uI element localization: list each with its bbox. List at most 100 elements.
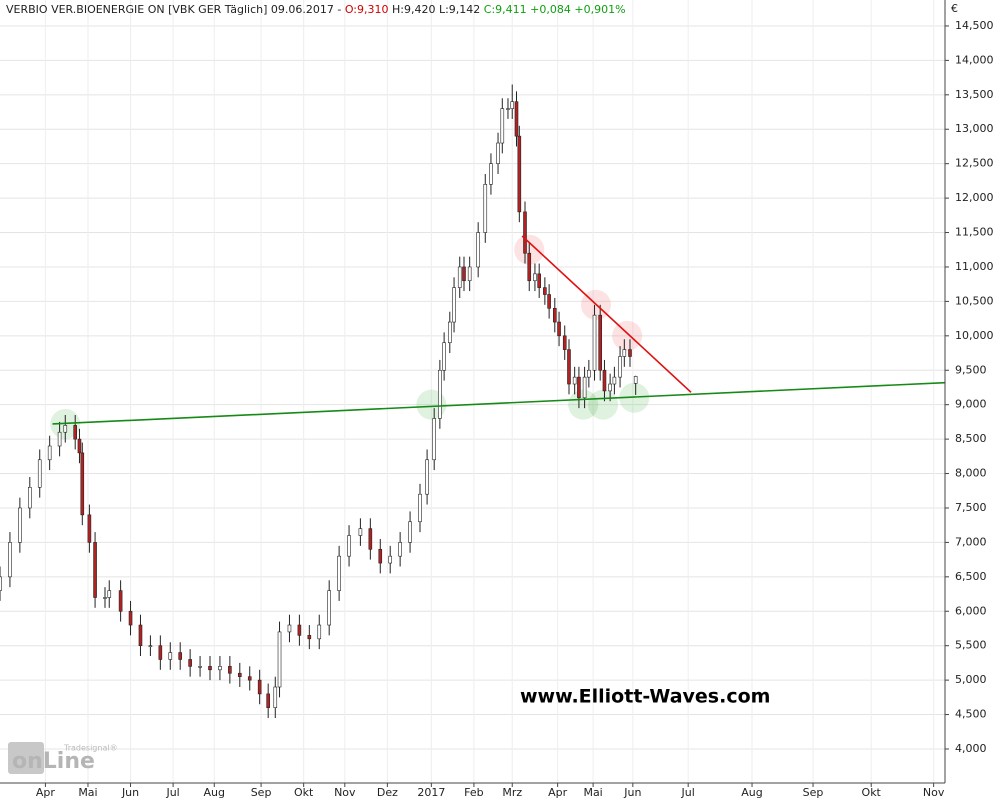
- y-tick-label: 11,500: [955, 226, 994, 239]
- candle-body: [103, 597, 107, 599]
- header-range: H:9,420 L:9,142: [392, 3, 480, 16]
- candle-body: [378, 548, 383, 564]
- trendline: [521, 235, 692, 393]
- candle-body: [148, 645, 153, 647]
- candle-body: [587, 369, 591, 378]
- logo: Tradesignal® onLine: [8, 742, 118, 774]
- x-tick-label: Jul: [681, 786, 695, 799]
- candle-body: [537, 273, 541, 288]
- candle-body: [628, 349, 632, 357]
- candle-body: [408, 521, 412, 543]
- candle-body: [543, 287, 547, 295]
- header-change: C:9,411 +0,084 +0,901%: [484, 3, 626, 16]
- y-tick-label: 10,000: [955, 329, 994, 342]
- highlight: [568, 389, 599, 420]
- candle-body: [506, 108, 510, 110]
- highlight: [588, 389, 619, 420]
- candle-body: [287, 624, 292, 633]
- candle-body: [582, 376, 587, 399]
- x-tick-label: Feb: [464, 786, 483, 799]
- candle-body: [602, 369, 607, 392]
- x-tick-label: Sep: [251, 786, 272, 799]
- candle-body: [307, 635, 312, 640]
- candle-body: [327, 590, 331, 626]
- candle-body: [118, 590, 123, 612]
- x-tick-label: Nov: [334, 786, 356, 799]
- candle-body: [77, 438, 82, 454]
- x-tick-label: Aug: [741, 786, 762, 799]
- candle-body: [297, 624, 302, 636]
- candle-body: [418, 493, 422, 523]
- x-tick-label: 2017: [417, 786, 445, 799]
- candle-body: [527, 252, 532, 282]
- y-tick-label: 12,500: [955, 157, 994, 170]
- y-tick-label: 5,500: [955, 639, 987, 652]
- x-tick-label: Sep: [803, 786, 824, 799]
- y-tick-label: 13,500: [955, 88, 994, 101]
- candle-body: [368, 528, 373, 550]
- candle-body: [592, 314, 597, 371]
- candle-body: [476, 232, 480, 268]
- candle-body: [87, 514, 92, 543]
- candle-body: [158, 645, 163, 660]
- candle-body: [80, 452, 85, 516]
- x-tick-label: Aug: [204, 786, 225, 799]
- candle-body: [388, 555, 393, 564]
- candle-body: [452, 287, 456, 323]
- candle-body: [266, 693, 270, 708]
- candle-body: [37, 459, 42, 488]
- y-tick-label: 12,000: [955, 191, 994, 204]
- candle-body: [567, 349, 571, 385]
- y-tick-label: 6,500: [955, 570, 987, 583]
- candle-body: [572, 376, 577, 385]
- x-tick-label: Nov: [923, 786, 945, 799]
- candle-body: [277, 631, 282, 688]
- candle-body: [496, 142, 500, 164]
- y-tick-label: 14,500: [955, 19, 994, 32]
- trendline: [52, 381, 946, 425]
- candle-body: [457, 266, 462, 288]
- y-tick-label: 8,500: [955, 432, 987, 445]
- candle-body: [93, 542, 97, 598]
- candle-body: [577, 376, 581, 399]
- y-tick-label: 8,000: [955, 467, 987, 480]
- candle-body: [0, 576, 2, 591]
- x-tick-label: Dez: [377, 786, 398, 799]
- candle-body: [347, 535, 351, 557]
- x-tick-label: Jun: [623, 786, 641, 799]
- candle-body: [247, 676, 252, 681]
- x-tick-label: Okt: [294, 786, 314, 799]
- candle-body: [188, 659, 192, 667]
- x-tick-label: Apr: [36, 786, 56, 799]
- y-tick-label: 13,000: [955, 122, 994, 135]
- candle-body: [8, 542, 12, 578]
- candle-body: [317, 624, 322, 640]
- y-tick-label: 5,000: [955, 673, 987, 686]
- candle-body: [517, 135, 522, 213]
- candle-body: [432, 418, 436, 461]
- header-name: VERBIO VER.BIOENERGIE ON [VBK GER Täglic…: [6, 3, 341, 16]
- logo-box: [8, 742, 44, 774]
- y-tick-label: 4,500: [955, 708, 987, 721]
- y-tick-label: 7,000: [955, 535, 987, 548]
- candle-body: [500, 108, 505, 144]
- candle-body: [608, 383, 612, 392]
- y-tick-label: 10,500: [955, 294, 994, 307]
- candle-body: [198, 666, 202, 668]
- candle-body: [27, 487, 32, 509]
- candle-body: [47, 445, 52, 461]
- candle-body: [557, 321, 561, 337]
- candle-body: [257, 679, 262, 695]
- candle-body: [107, 590, 112, 598]
- currency: €: [951, 2, 958, 15]
- highlight: [416, 389, 447, 420]
- candle-body: [208, 666, 212, 671]
- x-tick-label: Jul: [165, 786, 179, 799]
- candle-body: [462, 266, 466, 282]
- candle-body: [237, 672, 242, 677]
- candle-body: [425, 459, 429, 495]
- x-tick-label: Okt: [862, 786, 882, 799]
- x-tick-label: Jun: [121, 786, 139, 799]
